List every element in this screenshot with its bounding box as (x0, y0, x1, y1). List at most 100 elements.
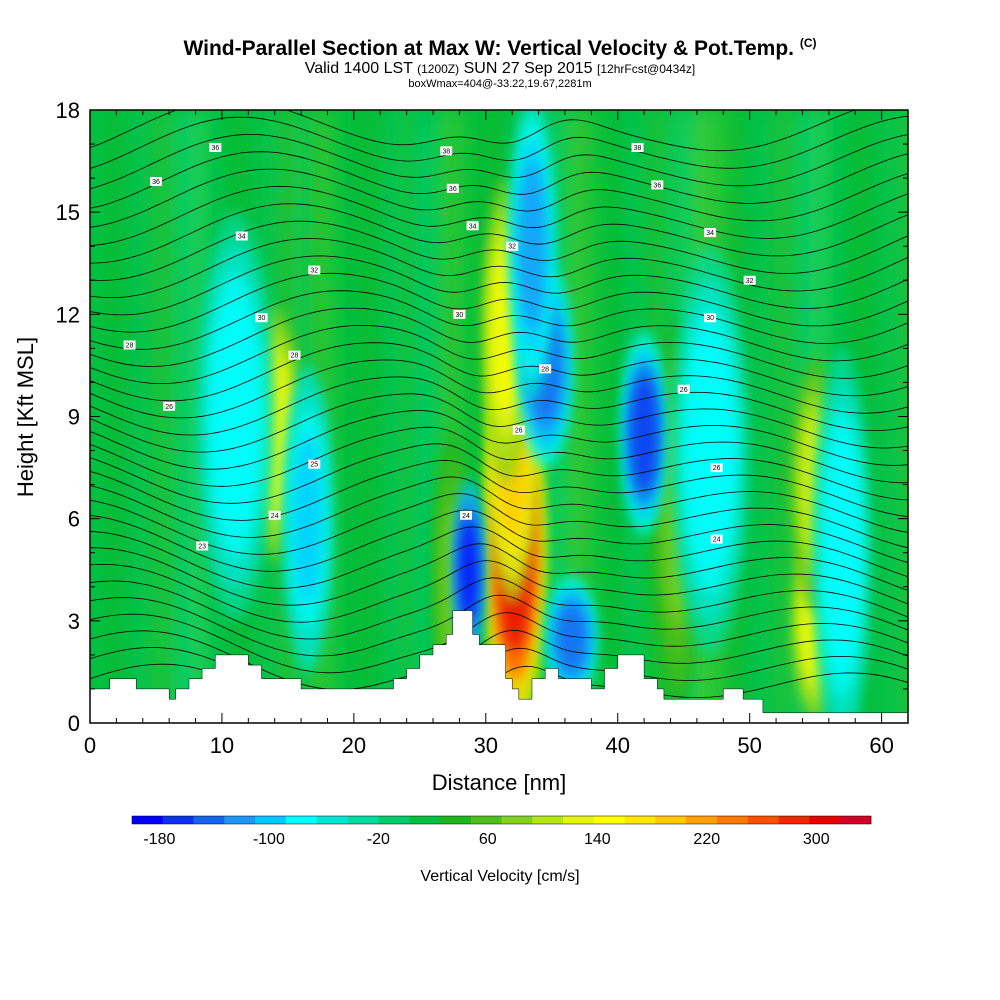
colorbar-swatch (439, 816, 472, 824)
isentrope-label-box (308, 459, 321, 469)
field-band (131, 110, 156, 723)
colorbar-tick-label: 220 (693, 831, 720, 848)
isentrope-label: 24 (268, 510, 281, 520)
subtitle-main: Valid 1400 LST (304, 60, 413, 77)
terrain (90, 610, 908, 723)
isentrope-line (90, 115, 908, 169)
y-tick-label: 18 (56, 98, 80, 123)
isentrope-label: 38 (631, 142, 644, 152)
colorbar-swatch (809, 816, 841, 824)
isentrope-label-box (506, 241, 519, 251)
isentrope-label-box (196, 541, 209, 551)
isentrope-line (90, 426, 908, 487)
colorbar-swatch (132, 816, 164, 824)
colorbar-tick-label: 140 (584, 831, 611, 848)
isentrope-label-text: 28 (541, 366, 549, 373)
chart-title-text: Wind-Parallel Section at Max W: Vertical… (183, 37, 794, 60)
isentrope-line (90, 577, 908, 640)
isentrope-line (90, 272, 908, 333)
isentrope-label-text: 25 (310, 462, 318, 469)
isentrope-label: 28 (123, 340, 136, 350)
y-tick-label: 6 (68, 507, 80, 532)
colorbar-swatch (532, 816, 564, 824)
isentrope-label-text: 34 (238, 234, 246, 241)
plot-area: 36 36 38 36 38 36 34 34 34 32 32 32 30 30 30 28 28 28 26 26… (90, 110, 908, 723)
isentrope-labels: 36 36 38 36 38 36 34 34 34 32 32 32 30 30 30 28 28 28 26 26… (123, 142, 756, 551)
colorbar-swatch (378, 816, 410, 824)
isentrope-label: 36 (651, 180, 664, 190)
colorbar-frame (131, 815, 872, 825)
isentrope-line (90, 307, 908, 367)
velocity-zones (195, 110, 872, 723)
y-tick-label: 9 (68, 405, 80, 430)
field-band (400, 110, 413, 723)
isentrope-label-box (446, 183, 459, 193)
colorbar: -180 -100 -20 60 140 220 300 (131, 815, 872, 848)
colorbar-swatch (778, 816, 810, 824)
downdraft-zone (213, 304, 257, 529)
y-axis-title: Height [Kft MSL] (13, 337, 38, 497)
isentrope-line (90, 220, 908, 281)
y-tick-label: 3 (68, 609, 80, 634)
colorbar-swatch (747, 816, 779, 824)
isentrope-label-box (288, 350, 301, 360)
isentrope-label: 30 (255, 313, 268, 323)
isentrope-label-box (440, 146, 453, 156)
isentrope-line (90, 526, 908, 589)
isentrope-label-box (460, 510, 473, 520)
downdraft-zone (688, 338, 732, 563)
isentrope-label: 23 (196, 541, 209, 551)
isentrope-label-box (677, 384, 690, 394)
isentrope-line (90, 459, 908, 521)
isentrope-label: 30 (704, 313, 717, 323)
isentrope-label-box (255, 313, 268, 323)
isentrope-line (90, 255, 908, 316)
isentrope-line (90, 410, 908, 470)
chart-subtitle-2: boxWmax=404@-33.22,19.67,2281m (408, 78, 592, 90)
isentrope-label: 24 (460, 510, 473, 520)
colorbar-swatch (255, 816, 287, 824)
x-axis: 0 10 20 30 40 50 60 (84, 110, 909, 758)
isentrope-label: 36 (209, 142, 222, 152)
isentrope-label: 24 (710, 534, 723, 544)
y-tick-label: 0 (68, 711, 80, 736)
isentrope-line (90, 612, 908, 674)
isentrope-label: 30 (453, 309, 466, 319)
isentrope-label: 36 (446, 183, 459, 193)
isentrope-label: 36 (149, 177, 162, 187)
chart-subtitle: Valid 1400 LST (1200Z) SUN 27 Sep 2015 [… (0, 60, 1000, 78)
isentrope-line (90, 110, 856, 152)
x-tick-label: 0 (84, 733, 96, 758)
isentrope-line (90, 203, 908, 264)
colorbar-swatch (285, 816, 318, 824)
isentrope-label-box (123, 340, 136, 350)
isentrope-label-text: 26 (680, 387, 688, 394)
field-band (752, 110, 777, 723)
colorbar-swatch (717, 816, 749, 824)
isentrope-label-text: 36 (449, 186, 457, 193)
isentrope-label: 32 (506, 241, 519, 251)
x-tick-label: 50 (737, 733, 761, 758)
isentrope-line (90, 629, 908, 691)
isentrope-line (90, 342, 908, 402)
colorbar-swatch (409, 816, 441, 824)
subtitle-date: SUN 27 Sep 2015 (463, 60, 593, 77)
isentrope-label-text: 36 (152, 179, 160, 186)
colorbar-swatch (347, 816, 379, 824)
colorbar-swatch (470, 816, 502, 824)
x-tick-label: 30 (474, 733, 498, 758)
isentrope-line (90, 168, 908, 228)
isentrope-label: 25 (308, 459, 321, 469)
isentrope-label-box (710, 534, 723, 544)
isentrope-line (90, 324, 908, 384)
isentrope-label-box (539, 364, 552, 374)
isentrope-line (90, 509, 908, 572)
isentrope-label-text: 32 (508, 244, 516, 251)
isentrope-label: 32 (743, 275, 756, 285)
isentrope-label-box (704, 228, 717, 238)
isentrope-label: 28 (288, 350, 301, 360)
colorbar-swatch (686, 816, 718, 824)
isentrope-label: 34 (235, 231, 248, 241)
colorbar-swatch (193, 816, 225, 824)
